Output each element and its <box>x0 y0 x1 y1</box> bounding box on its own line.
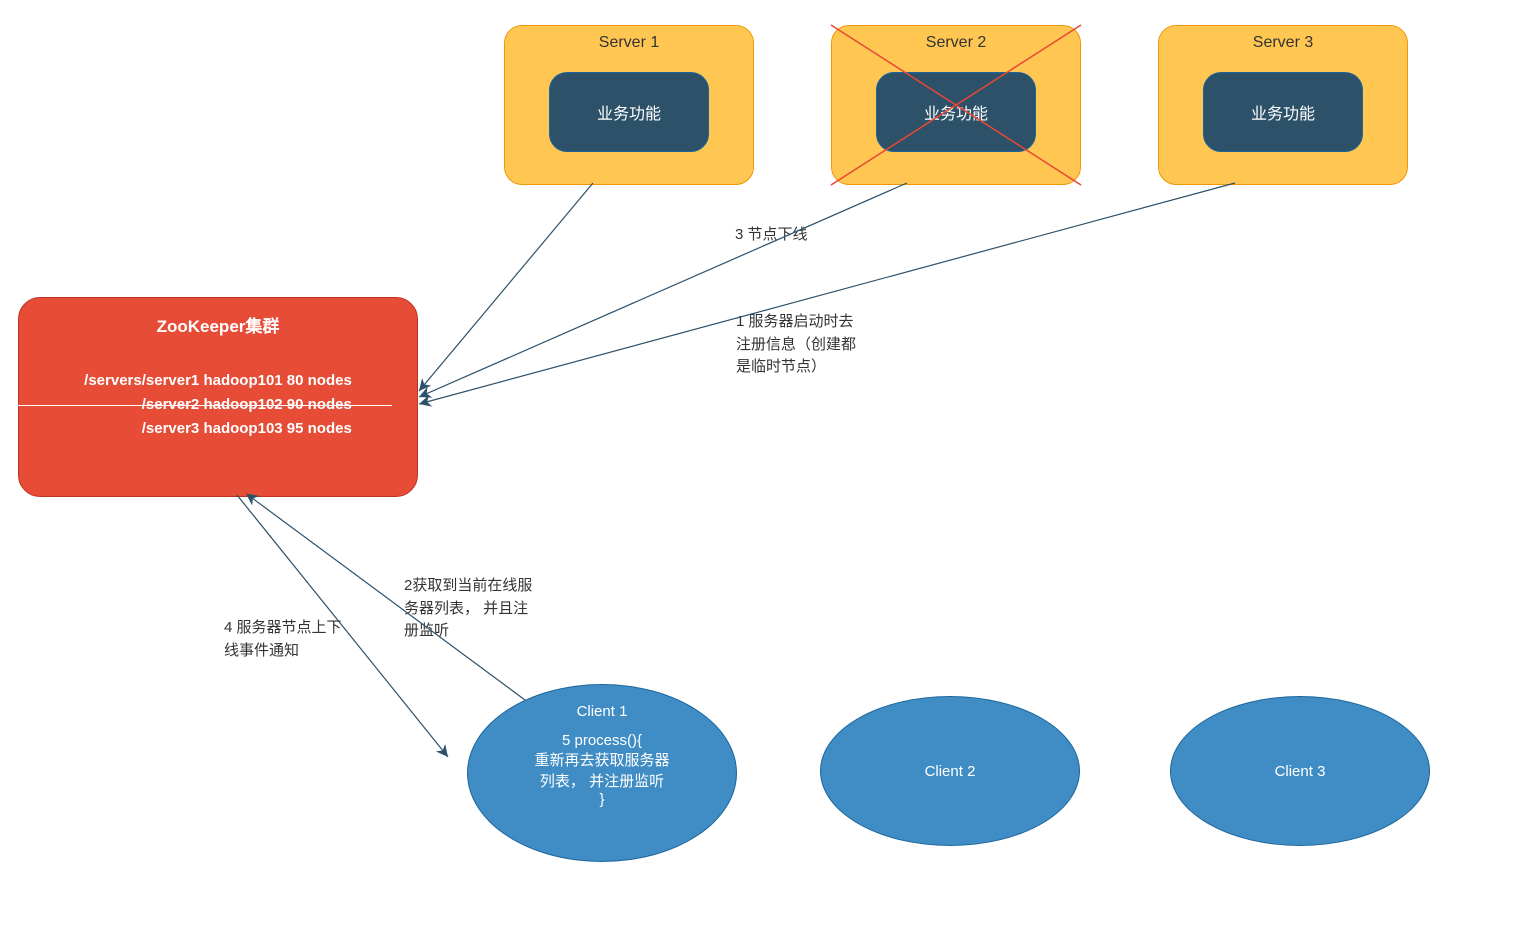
zk-paths: /servers/server1 hadoop101 80 nodes/serv… <box>84 369 352 441</box>
server-inner-box: 业务功能 <box>549 72 709 152</box>
client-body: 5 process(){ 重新再去获取服务器 列表， 并注册监听 } <box>534 732 669 808</box>
client-title: Client 3 <box>1275 763 1326 780</box>
client-3: Client 3 <box>1170 696 1430 846</box>
server-1: Server 1 业务功能 <box>504 25 754 185</box>
annotation-label: 1 服务器启动时去 注册信息（创建都 是临时节点） <box>736 311 856 379</box>
server-inner-box: 业务功能 <box>1203 72 1363 152</box>
server-inner-label: 业务功能 <box>597 100 661 124</box>
server-2: Server 2 业务功能 <box>831 25 1081 185</box>
client-2: Client 2 <box>820 696 1080 846</box>
strikethrough-line <box>14 405 392 406</box>
zk-path-line: /server3 hadoop103 95 nodes <box>84 417 352 441</box>
zk-path-line: /servers/server1 hadoop101 80 nodes <box>84 369 352 393</box>
server-title: Server 2 <box>926 34 986 52</box>
server-title: Server 3 <box>1253 34 1313 52</box>
client-title: Client 2 <box>925 763 976 780</box>
server-inner-label: 业务功能 <box>924 100 988 124</box>
client-1: Client 1 5 process(){ 重新再去获取服务器 列表， 并注册监听… <box>467 684 737 862</box>
server-inner-label: 业务功能 <box>1251 100 1315 124</box>
server-3: Server 3 业务功能 <box>1158 25 1408 185</box>
annotation-label: 4 服务器节点上下 线事件通知 <box>224 617 342 662</box>
annotation-label: 2获取到当前在线服 务器列表， 并且注 册监听 <box>404 575 532 643</box>
server-inner-box: 业务功能 <box>876 72 1036 152</box>
server-title: Server 1 <box>599 34 659 52</box>
zookeeper-cluster: ZooKeeper集群/servers/server1 hadoop101 80… <box>18 297 418 497</box>
client-title: Client 1 <box>577 703 628 720</box>
zk-title: ZooKeeper集群 <box>157 312 280 337</box>
annotation-label: 3 节点下线 <box>735 224 808 247</box>
arrow-line <box>419 183 593 391</box>
